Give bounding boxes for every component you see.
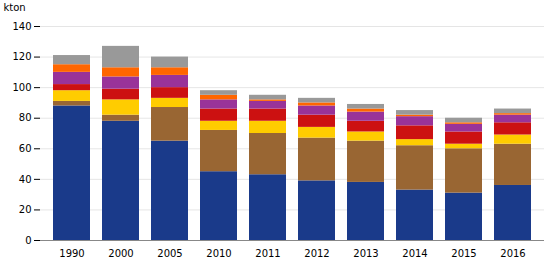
svg-text:20: 20 (19, 204, 32, 215)
svg-text:kton: kton (4, 2, 26, 13)
svg-text:2000: 2000 (108, 248, 133, 259)
svg-text:2010: 2010 (206, 248, 231, 259)
svg-text:2013: 2013 (353, 248, 378, 259)
svg-text:2015: 2015 (451, 248, 476, 259)
svg-text:140: 140 (12, 21, 31, 32)
svg-text:60: 60 (19, 143, 32, 154)
svg-text:40: 40 (19, 174, 32, 185)
svg-text:0: 0 (25, 235, 31, 246)
svg-text:2014: 2014 (402, 248, 427, 259)
svg-text:1990: 1990 (59, 248, 84, 259)
svg-text:2011: 2011 (255, 248, 280, 259)
svg-text:80: 80 (19, 112, 32, 123)
svg-text:2005: 2005 (157, 248, 182, 259)
svg-text:2016: 2016 (500, 248, 525, 259)
svg-text:120: 120 (12, 51, 31, 62)
svg-text:2012: 2012 (304, 248, 329, 259)
svg-text:100: 100 (12, 82, 31, 93)
